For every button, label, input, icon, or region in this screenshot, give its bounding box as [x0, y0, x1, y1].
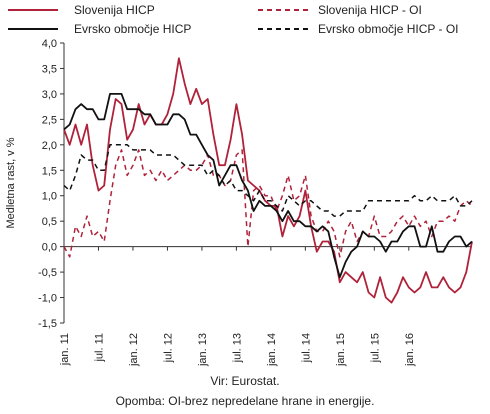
- x-tick-label: jul. 14: [300, 333, 312, 363]
- x-tick-label: jan. 14: [266, 333, 278, 367]
- x-tick-label: jan. 11: [59, 333, 71, 366]
- series-lines: [63, 57, 473, 304]
- series-line-1: [63, 57, 473, 304]
- x-tick-label: jul. 11: [93, 333, 105, 363]
- series-line-2: [63, 149, 473, 258]
- legend: Slovenija HICP Slovenija HICP - OI Evrsko …: [8, 3, 458, 36]
- legend-label: Slovenija HICP: [74, 3, 155, 17]
- y-tick-label: -1,0: [38, 293, 57, 305]
- x-tick-label: jan. 16: [404, 333, 416, 367]
- y-tick-label: 0,0: [42, 242, 57, 254]
- y-tick-label: 4,0: [42, 38, 57, 50]
- legend-item: Slovenija HICP - OI: [258, 3, 422, 17]
- y-axis: -1,5 -1,0 -0,5 0,0 0,5 1,0 1,5 2,0 2,5 3,0 3,5 4,0: [38, 38, 65, 330]
- y-tick-label: 2,5: [42, 114, 57, 126]
- y-tick-label: 1,5: [42, 165, 57, 177]
- y-axis-title: Medletna rast, v %: [5, 137, 17, 228]
- y-tick-label: 3,0: [42, 89, 57, 101]
- y-tick-label: 1,0: [42, 191, 57, 203]
- legend-label: Evrsko območje HICP: [74, 22, 191, 36]
- y-tick-label: 3,5: [42, 63, 57, 75]
- x-tick-label: jul. 12: [162, 333, 174, 363]
- x-tick-label: jul. 15: [369, 333, 381, 363]
- y-tick-label: 2,0: [42, 140, 57, 152]
- legend-item: Evrsko območje HICP - OI: [258, 22, 458, 36]
- series-line-3: [63, 93, 473, 279]
- series-line-4: [63, 144, 473, 217]
- x-tick-label: jan. 13: [197, 333, 209, 367]
- x-tick-label: jan. 12: [128, 333, 140, 367]
- source-note: Vir: Eurostat.: [210, 374, 280, 388]
- legend-label: Slovenija HICP - OI: [318, 3, 422, 17]
- legend-item: Slovenija HICP: [8, 3, 155, 17]
- y-tick-label: -0,5: [38, 267, 57, 279]
- y-tick-label: 0,5: [42, 216, 57, 228]
- footnote: Opomba: OI-brez nepredelane hrane in ene…: [115, 394, 375, 408]
- legend-item: Evrsko območje HICP: [8, 22, 191, 36]
- y-tick-label: -1,5: [38, 318, 57, 330]
- legend-label: Evrsko območje HICP - OI: [318, 22, 458, 36]
- x-tick-label: jul. 13: [231, 333, 243, 363]
- x-tick-label: jan. 15: [335, 333, 347, 367]
- x-axis: jan. 11 jul. 11 jan. 12 jul. 12 jan. 13 jul. …: [59, 246, 472, 367]
